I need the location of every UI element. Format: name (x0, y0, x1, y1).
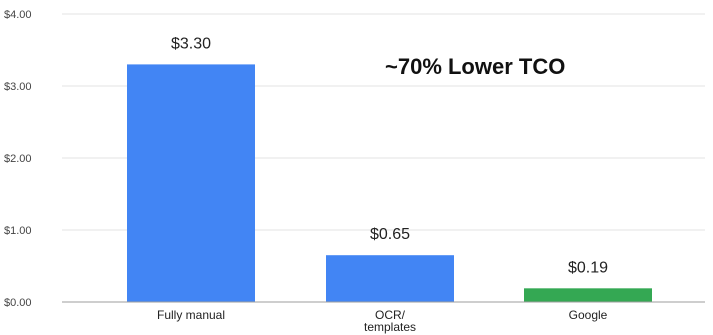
category-label: Fully manual (157, 308, 225, 322)
bar (127, 64, 255, 303)
y-tick-label: $2.00 (4, 153, 32, 165)
bar (326, 255, 454, 302)
y-tick-label: $1.00 (4, 225, 32, 237)
data-label: $3.30 (171, 35, 211, 52)
data-label: $0.65 (370, 226, 410, 243)
category-labels: Fully manual OCR/templates Google (157, 308, 608, 334)
bar (524, 288, 652, 302)
category-label: OCR/ (375, 308, 406, 322)
category-label: templates (364, 320, 416, 334)
category-label: Google (569, 308, 608, 322)
y-tick-label: $4.00 (4, 9, 32, 21)
bars (127, 64, 652, 303)
tco-annotation: ~70% Lower TCO (385, 54, 565, 79)
y-tick-label: $3.00 (4, 81, 32, 93)
data-labels: $3.30 $0.65 $0.19 (171, 35, 608, 276)
data-label: $0.19 (568, 259, 608, 276)
y-axis-tick-labels: $0.00 $1.00 $2.00 $3.00 $4.00 (4, 9, 32, 309)
y-tick-label: $0.00 (4, 297, 32, 309)
